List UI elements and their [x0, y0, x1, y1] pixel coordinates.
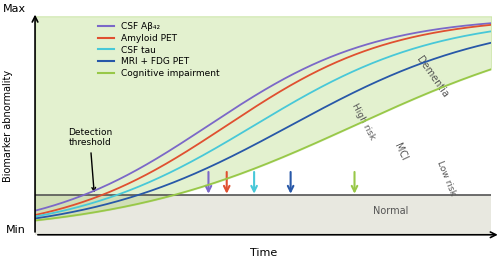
Legend: CSF Aβ₄₂, Amyloid PET, CSF tau, MRI + FDG PET, Cognitive impairment: CSF Aβ₄₂, Amyloid PET, CSF tau, MRI + FD…	[94, 19, 224, 81]
Text: MCI: MCI	[392, 141, 408, 162]
Text: Low risk: Low risk	[434, 159, 457, 197]
Bar	[35, 195, 492, 235]
Text: High risk: High risk	[350, 101, 377, 141]
Text: Detection
threshold: Detection threshold	[68, 128, 112, 191]
Text: Time: Time	[250, 248, 277, 258]
Text: Min: Min	[6, 225, 26, 235]
Text: Max: Max	[3, 4, 26, 14]
Text: Normal: Normal	[374, 206, 408, 216]
Text: Dementia: Dementia	[414, 55, 450, 100]
Text: Biomarker abnormality: Biomarker abnormality	[2, 69, 12, 182]
